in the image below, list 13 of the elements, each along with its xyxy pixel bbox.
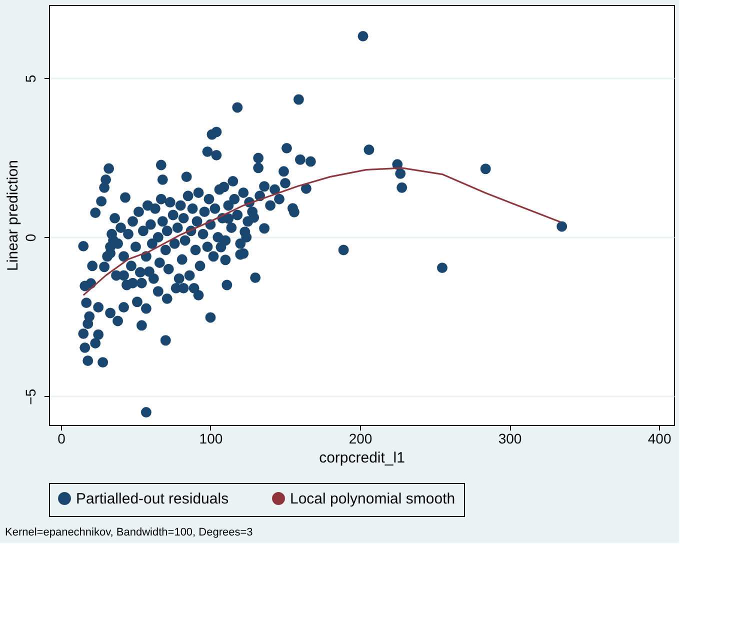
y-tick-label: 0: [22, 234, 38, 242]
y-tick-label: −5: [22, 388, 38, 405]
legend-label: Local polynomial smooth: [290, 490, 456, 508]
text: Kernel=epanechnikov, Bandwidth=100, Degrees=3: [5, 526, 253, 538]
x-tick-label: 0: [58, 430, 66, 446]
legend-label: Partialled-out residuals: [76, 490, 229, 508]
x-axis-title: corpcredit_l1: [319, 450, 405, 466]
x-tick-label: 300: [498, 430, 522, 446]
x-tick-label: 400: [648, 430, 672, 446]
x-tick-label: 200: [348, 430, 372, 446]
y-axis-title: Linear prediction: [4, 160, 22, 271]
x-tick-label: 100: [199, 430, 223, 446]
y-tick-label: 5: [22, 74, 38, 83]
